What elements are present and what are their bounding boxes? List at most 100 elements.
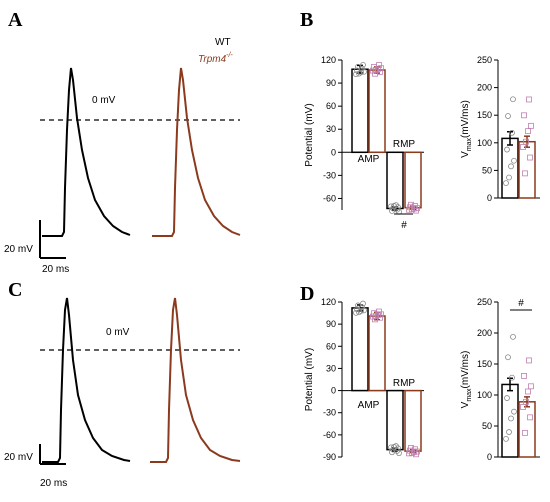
category-label: RMP (393, 139, 416, 150)
legend-trpm4-name: Trpm4 (198, 54, 227, 65)
data-point-trpm4 (414, 205, 420, 212)
data-point-trpm4 (526, 357, 532, 364)
data-point-wt (504, 395, 510, 401)
y-tick-label: 100 (477, 138, 492, 148)
data-point-wt (360, 61, 366, 68)
y-tick-label: 30 (326, 124, 336, 134)
data-point-trpm4 (377, 314, 383, 321)
y-tick-label: 0 (487, 193, 492, 203)
y-axis-label: Vmax(mV/ms) (460, 351, 473, 409)
trace-wt-a (42, 67, 131, 237)
data-point-trpm4 (525, 388, 531, 395)
data-point-trpm4 (375, 65, 381, 72)
y-tick-label: 60 (326, 101, 336, 111)
legend-trpm4: Trpm4-/- (198, 52, 233, 65)
data-point-wt (353, 309, 359, 316)
panel-label-a: A (8, 9, 23, 31)
y-tick-label: 0 (331, 386, 336, 396)
y-tick-label: 250 (477, 297, 492, 307)
y-tick-label: -90 (323, 452, 336, 462)
category-label: AMP (358, 400, 380, 411)
data-point-wt (391, 444, 397, 450)
y-tick-label: -60 (323, 430, 336, 440)
category-label: AMP (358, 154, 380, 165)
y-axis-label: Vmax(mV/ms) (460, 100, 473, 158)
data-point-wt (360, 300, 366, 307)
y-label-part: (mV/ms) (460, 100, 471, 138)
y-axis-label: Potential (mV) (304, 348, 315, 411)
data-point-wt (506, 174, 512, 181)
data-point-wt (355, 302, 361, 309)
data-point-trpm4 (378, 65, 384, 72)
data-point-wt (356, 70, 362, 77)
data-point-trpm4 (376, 62, 382, 68)
data-point-wt (505, 354, 511, 361)
panel-c-traces: 0 mV 20 mV 20 ms (4, 297, 241, 489)
y-tick-label: 150 (477, 110, 492, 120)
y-tick-label: 150 (477, 359, 492, 369)
y-tick-label: -60 (323, 193, 336, 203)
y-tick-label: -30 (323, 408, 336, 418)
data-point-trpm4 (528, 383, 534, 390)
data-point-trpm4 (414, 448, 420, 455)
y-tick-label: 200 (477, 83, 492, 93)
data-point-wt (509, 129, 515, 136)
bar-wt (351, 68, 369, 154)
zero-mv-label-c: 0 mV (106, 327, 130, 338)
trace-trpm4-a (152, 67, 241, 237)
chart-d-potential: -90 -60 -30 0 30 60 90 120 Potential (mV) AMP RMP (304, 297, 424, 462)
data-point-trpm4 (528, 122, 534, 129)
y-tick-label: 50 (482, 165, 492, 175)
y-tick-label: 100 (477, 390, 492, 400)
data-point-trpm4 (522, 429, 528, 436)
y-tick-label: 250 (477, 55, 492, 65)
data-point-trpm4 (527, 154, 533, 161)
chart-b-potential: -60 -30 0 30 60 90 120 Potential (mV) AMP RMP # (304, 55, 424, 231)
data-point-wt (396, 450, 402, 457)
significance-mark: # (518, 298, 524, 309)
y-tick-label: 90 (326, 319, 336, 329)
trace-wt-c (42, 297, 131, 463)
y-tick-label: 60 (326, 341, 336, 351)
data-point-wt (511, 408, 517, 415)
data-point-wt (356, 309, 362, 316)
data-point-trpm4 (378, 311, 384, 318)
zero-mv-label-a: 0 mV (92, 95, 116, 106)
chart-b-vmax: 0 50 100 150 200 250 Vmax(mV/ms) (460, 55, 540, 203)
y-label-part: max (466, 388, 473, 402)
data-point-wt (506, 429, 512, 435)
data-point-trpm4 (412, 203, 418, 209)
data-point-wt (505, 113, 511, 119)
data-point-trpm4 (377, 68, 383, 75)
bar-wt (386, 389, 404, 451)
bar-trpm4 (404, 151, 422, 209)
data-point-trpm4 (521, 112, 527, 119)
panel-label-c: C (8, 279, 22, 301)
panel-label-b: B (300, 9, 313, 31)
significance-mark: # (401, 220, 407, 231)
data-point-wt (361, 307, 367, 314)
data-point-trpm4 (521, 373, 527, 379)
y-tick-label: 200 (477, 328, 492, 338)
y-tick-label: 30 (326, 363, 336, 373)
data-point-wt (361, 68, 367, 75)
data-point-wt (355, 63, 361, 70)
trace-trpm4-c (150, 297, 241, 463)
bar-trpm4 (404, 389, 422, 452)
panel-label-d: D (300, 283, 314, 305)
data-point-wt (354, 306, 360, 313)
data-point-trpm4 (523, 138, 529, 145)
bar-trpm4 (518, 140, 536, 199)
data-point-trpm4 (408, 201, 414, 208)
data-point-trpm4 (520, 144, 526, 150)
bar-trpm4 (368, 315, 386, 392)
y-axis-label: Potential (mV) (304, 103, 315, 166)
panel-a-traces: 0 mV 20 mV 20 ms (4, 67, 241, 275)
legend-wt: WT (215, 37, 231, 48)
y-tick-label: 50 (482, 421, 492, 431)
data-point-wt (504, 146, 510, 153)
scale-voltage-label-a: 20 mV (4, 244, 33, 255)
y-tick-label: 90 (326, 78, 336, 88)
bar-trpm4 (518, 401, 536, 458)
